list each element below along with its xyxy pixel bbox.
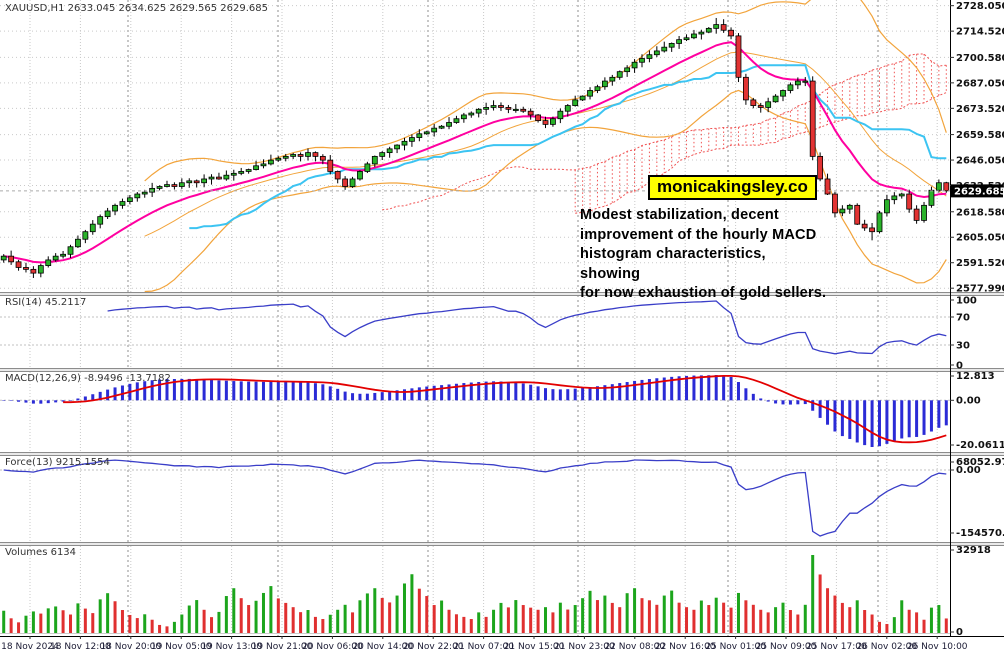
- rsi-tick-label: 70: [956, 313, 970, 324]
- time-tick-label: 20 Nov 22:00: [403, 642, 464, 652]
- volumes-pane-label: Volumes 6134: [5, 547, 77, 558]
- price-tick-label: 2687.050: [956, 78, 1004, 89]
- candles-layer: [0, 17, 950, 278]
- time-tick-label: 21 Nov 15:00: [504, 642, 565, 652]
- time-tick-label: 26 Nov 10:00: [907, 642, 968, 652]
- time-tick-label: 18 Nov 2024: [1, 642, 59, 652]
- volume-tick-label: 32918: [956, 545, 991, 556]
- force-tick-label: 0.00: [956, 465, 981, 476]
- annotation-line: for now exhaustion of gold sellers.: [580, 285, 827, 301]
- macd-tick-label: 0.00: [956, 395, 981, 406]
- force-line: [3, 459, 947, 537]
- chart-title: XAUUSD,H1 2633.045 2634.625 2629.565 262…: [5, 3, 269, 14]
- price-tick-label: 2714.520: [956, 27, 1004, 38]
- brand-badge: monicakingsley.co: [648, 175, 817, 200]
- rsi-tick-label: 100: [956, 296, 977, 307]
- volume-tick-label: 0: [956, 627, 963, 638]
- time-tick-label: 22 Nov 16:00: [655, 642, 716, 652]
- time-tick-label: 19 Nov 13:00: [201, 642, 262, 652]
- time-tick-label: 25 Nov 09:00: [756, 642, 817, 652]
- rsi-pane-label: RSI(14) 45.2117: [5, 297, 87, 308]
- price-tick-label: 2605.050: [956, 233, 1004, 244]
- time-tick-label: 19 Nov 21:00: [252, 642, 313, 652]
- grid-layer: [0, 0, 950, 636]
- time-tick-label: 18 Nov 12:00: [50, 642, 111, 652]
- annotation-line: improvement of the hourly MACD: [580, 226, 817, 243]
- time-tick-label: 20 Nov 06:00: [302, 642, 363, 652]
- time-tick-label: 25 Nov 01:00: [705, 642, 766, 652]
- annotation-line: histogram characteristics, showing: [580, 246, 766, 282]
- ichimoku-cloud: [382, 53, 947, 214]
- time-tick-label: 22 Nov 08:00: [604, 642, 665, 652]
- price-tick-label: 2673.520: [956, 104, 1004, 115]
- price-tick-label: 2659.580: [956, 130, 1004, 141]
- time-tick-label: 25 Nov 17:00: [806, 642, 867, 652]
- force-tick-label: -154570.39: [956, 528, 1004, 539]
- ema-line: [3, 41, 947, 264]
- pane-separator[interactable]: [0, 292, 1004, 296]
- time-tick-label: 18 Nov 20:00: [100, 642, 161, 652]
- rsi-tick-label: 30: [956, 341, 970, 352]
- chart-annotation: Modest stabilization, decent improvement…: [580, 206, 830, 304]
- price-tick-label: 2728.050: [956, 1, 1004, 12]
- rsi-tick-label: 0: [956, 361, 963, 372]
- pane-separator[interactable]: [0, 368, 1004, 372]
- time-tick-label: 21 Nov 07:00: [453, 642, 514, 652]
- macd-signal-line: [63, 375, 947, 444]
- price-pane[interactable]: [0, 0, 950, 293]
- price-tick-label: 2700.580: [956, 53, 1004, 64]
- kijun-line: [189, 64, 947, 230]
- current-price-badge: [951, 184, 1003, 198]
- price-tick-label: 2577.990: [956, 284, 1004, 295]
- time-tick-label: 20 Nov 14:00: [352, 642, 413, 652]
- pane-separator[interactable]: [0, 452, 1004, 456]
- force-pane-label: Force(13) 9215.1554: [5, 457, 110, 468]
- volume-bars: [2, 555, 948, 633]
- macd-tick-label: 12.813: [956, 371, 995, 382]
- force-tick-label: 68052.9782: [956, 457, 1004, 468]
- pane-separator[interactable]: [0, 542, 1004, 546]
- macd-pane-label: MACD(12,26,9) -8.9496 -13.7182: [5, 373, 171, 384]
- current-price-value: 2629.685: [954, 186, 1004, 197]
- annotation-line: Modest stabilization, decent: [580, 207, 779, 223]
- time-tick-label: 26 Nov 02:00: [856, 642, 917, 652]
- time-tick-label: 19 Nov 05:00: [151, 642, 212, 652]
- rsi-line: [107, 300, 947, 355]
- macd-histogram: [2, 375, 948, 447]
- price-tick-label: 2591.520: [956, 258, 1004, 269]
- price-tick-label: 2618.580: [956, 207, 1004, 218]
- price-tick-label: 2646.050: [956, 156, 1004, 167]
- macd-tick-label: -20.0611: [956, 440, 1004, 451]
- time-tick-label: 21 Nov 23:00: [554, 642, 615, 652]
